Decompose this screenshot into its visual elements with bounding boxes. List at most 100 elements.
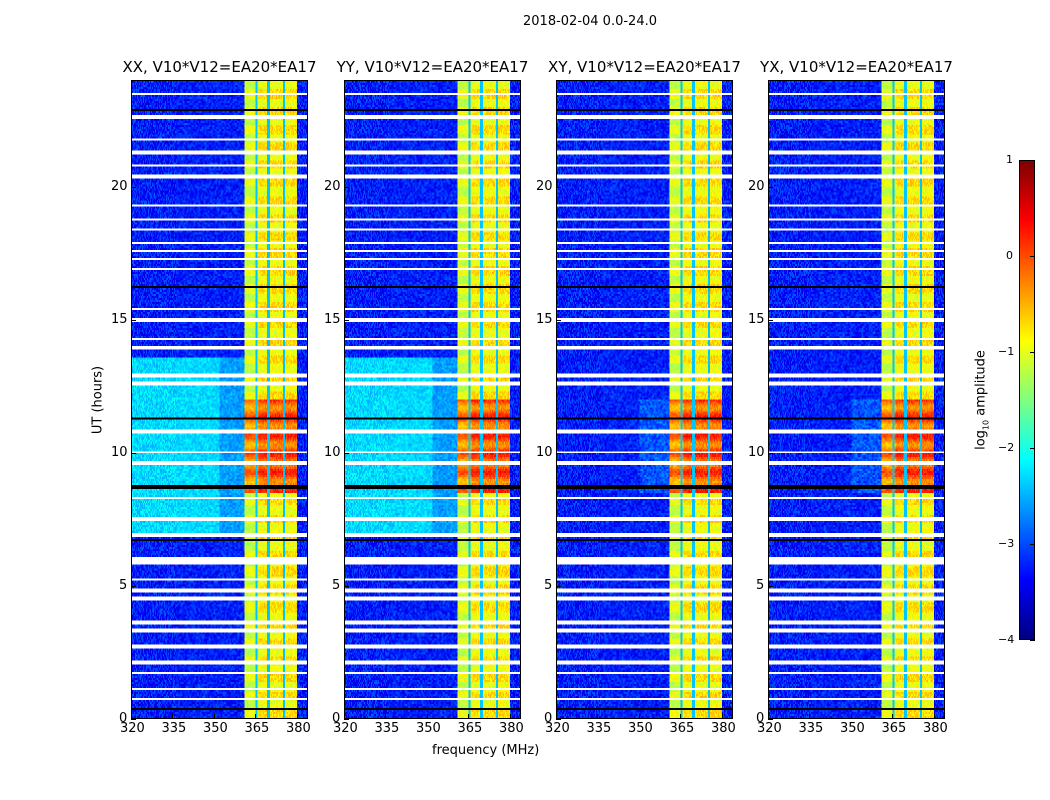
x-tick [556,714,557,719]
x-tick [597,714,599,719]
x-tick [509,714,511,719]
y-tick-label: 0 [544,711,553,726]
x-tick [255,714,257,719]
colorbar-tick-label: 0 [1006,249,1013,262]
x-tick-label: 380 [498,721,524,736]
y-tick [344,319,349,321]
x-tick-label: 380 [922,721,948,736]
x-tick [468,714,470,719]
y-tick [768,585,773,587]
y-tick [556,452,561,454]
x-tick-label: 335 [798,721,824,736]
y-tick [344,452,349,454]
x-tick [768,714,769,719]
x-tick [809,714,811,719]
x-tick-label: 350 [839,721,865,736]
x-tick-label: 335 [586,721,612,736]
x-tick [638,714,640,719]
x-tick-label: 320 [545,721,570,736]
x-tick [385,714,387,719]
y-tick-label: 5 [332,577,341,593]
y-tick [131,452,136,454]
y-tick-label: 10 [324,444,341,460]
colorbar-label: log10 amplitude [974,350,991,450]
y-tick [344,719,349,720]
colorbar-tick [1030,640,1035,641]
y-tick [768,452,773,454]
x-tick-label: 365 [669,721,695,736]
colorbar-tick [1030,544,1035,545]
y-tick-label: 0 [119,711,128,726]
colorbar-tick [1030,160,1035,161]
colorbar-tick-label: −4 [998,633,1015,646]
waterfall-panel-3 [556,80,733,719]
colorbar-tick [1030,352,1035,353]
figure-title: 2018-02-04 0.0-24.0 [523,14,657,29]
panel-title: XX, V10*V12=EA20*EA17 [122,58,317,76]
y-tick [344,585,349,587]
y-tick-label: 0 [332,711,341,726]
y-tick-label: 10 [111,444,128,460]
x-tick-label: 350 [627,721,653,736]
colorbar-tick-label: 1 [1006,153,1013,166]
x-tick [426,714,428,719]
x-tick-label: 320 [333,721,358,736]
colorbar-label-sub: 10 [981,419,991,431]
y-tick-label: 15 [111,311,128,327]
y-tick [768,186,773,188]
y-tick [131,186,136,188]
waterfall-panel-4 [768,80,945,719]
y-tick-label: 5 [756,577,765,593]
x-tick-label: 365 [244,721,270,736]
y-tick-label: 20 [324,178,341,194]
y-tick-label: 10 [748,444,765,460]
y-tick-label: 20 [536,178,553,194]
x-tick-label: 335 [161,721,187,736]
x-tick-label: 380 [285,721,311,736]
x-tick [131,714,132,719]
y-tick [768,719,773,720]
colorbar-label-rest: amplitude [973,350,989,420]
y-tick-label: 20 [748,178,765,194]
y-tick-label: 15 [324,311,341,327]
x-tick-label: 350 [202,721,228,736]
x-tick-label: 380 [710,721,736,736]
y-tick-label: 5 [119,577,128,593]
panel-title: XY, V10*V12=EA20*EA17 [548,58,741,76]
y-tick-label: 20 [111,178,128,194]
x-tick-label: 320 [120,721,145,736]
x-tick [172,714,174,719]
y-tick-label: 5 [544,577,553,593]
x-tick [296,714,298,719]
x-tick [850,714,852,719]
colorbar-gradient [1020,161,1034,639]
y-tick-label: 15 [748,311,765,327]
panel-title: YY, V10*V12=EA20*EA17 [336,58,529,76]
waterfall-image [345,81,520,718]
x-tick [933,714,935,719]
y-tick [768,319,773,321]
y-tick-label: 15 [536,311,553,327]
x-tick [344,714,345,719]
y-tick-label: 10 [536,444,553,460]
x-tick-label: 350 [415,721,441,736]
x-axis-label: frequency (MHz) [432,743,540,758]
colorbar [1019,160,1035,640]
x-tick-label: 320 [757,721,782,736]
y-tick [131,319,136,321]
x-tick-label: 335 [374,721,400,736]
waterfall-image [557,81,732,718]
panel-title: YX, V10*V12=EA20*EA17 [760,58,953,76]
y-tick [556,585,561,587]
y-tick [556,719,561,720]
y-tick-label: 0 [756,711,765,726]
y-tick [556,319,561,321]
colorbar-tick-label: −2 [998,441,1015,454]
y-tick [131,719,136,720]
colorbar-tick [1030,448,1035,449]
waterfall-panel-2 [344,80,521,719]
y-axis-label: UT (hours) [90,365,106,435]
colorbar-tick-label: −1 [998,345,1015,358]
colorbar-tick [1030,256,1035,257]
